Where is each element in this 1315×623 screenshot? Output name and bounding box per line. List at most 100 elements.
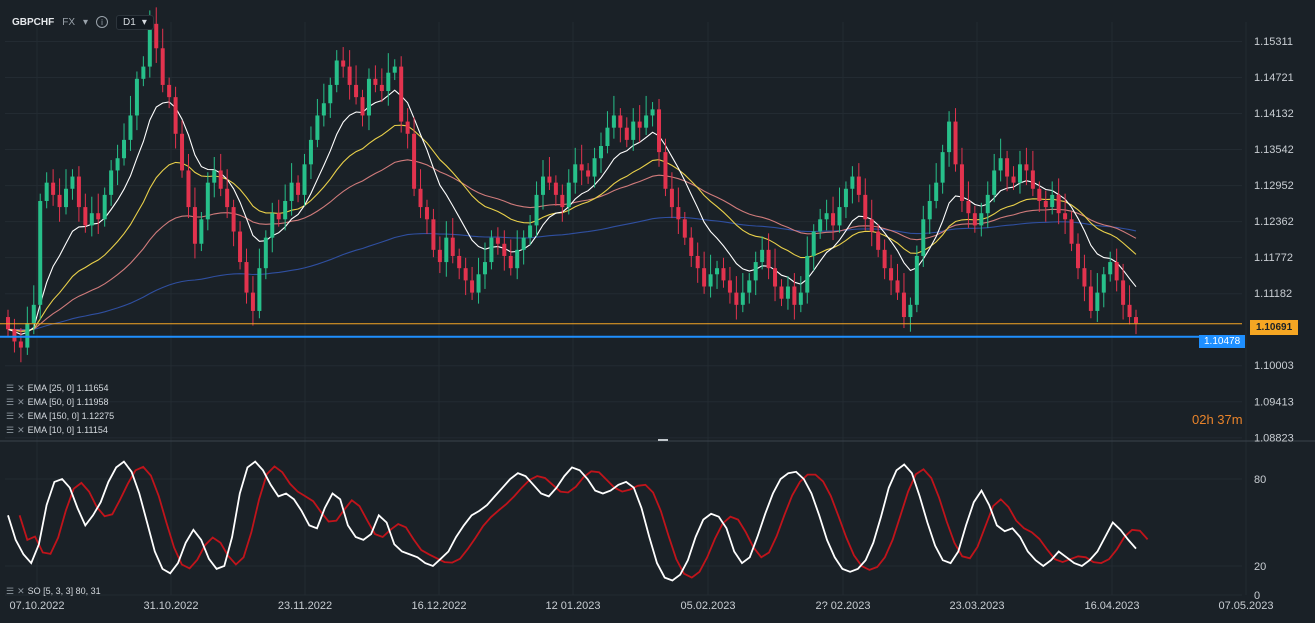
candle-body [418,188,423,208]
candle-body [238,231,243,263]
candle-body [540,176,545,195]
grid [0,22,1315,595]
candle-body [959,164,964,201]
time-axis: 07.10.2022 31.10.2022 23.11.2022 16.12.2022… [9,600,1273,612]
candle-body [882,249,887,269]
candle-body [44,182,49,201]
candle-body [289,182,294,201]
candle-body [64,188,69,208]
candle-body [966,200,971,214]
candle-body [934,182,939,201]
candle-body [321,103,326,116]
blue-line-price-tag[interactable]: 1.10478 [1199,335,1246,348]
candle-body [727,280,732,293]
candle-body [998,158,1003,171]
horizontal-lines [0,323,1242,338]
ema-10-label: EMA [10, 0] 1.11154 [27,425,108,435]
candle-body [779,286,784,299]
candle-body [12,329,17,342]
candle-body [876,231,881,250]
symbol-label[interactable]: GBPCHF [12,16,55,28]
date-tick-label: 23.03.2023 [949,600,1004,612]
candle-body [373,78,378,85]
oscillator-legend[interactable]: ☰ ✕ SO [5, 3, 3] 80, 31 [6,584,101,598]
date-tick-label: 2? 02.2023 [815,600,870,612]
candle-body [431,219,436,250]
overbought-tick-label: 80 [1254,474,1266,486]
candle-body [89,213,94,226]
candle-body [495,237,500,244]
legend-item[interactable]: ☰ ✕ EMA [25, 0] 1.11654 [6,381,114,395]
candle-body [901,292,906,318]
oversold-tick-label: 20 [1254,561,1266,573]
timeframe-selector[interactable]: D1 ▾ [116,14,154,30]
price-tick-label: 1.15311 [1254,36,1293,48]
candle-body [592,158,597,177]
ema-10-line [7,89,1137,335]
stochastic-d-line [18,465,1149,579]
candle-body [734,292,739,305]
date-tick-label: 07.05.2023 [1218,600,1273,612]
candle-body [908,304,913,318]
candle-body [302,164,307,195]
candle-body [392,66,397,73]
date-tick-label: 12 01.2023 [545,600,600,612]
candle-body [850,176,855,189]
candle-body [721,268,726,281]
oscillator-label: SO [5, 3, 3] 80, 31 [27,586,101,596]
candle-body [424,207,429,220]
candle-body [515,249,520,269]
candle-body [231,207,236,232]
candle-body [412,133,417,189]
candle-body [296,182,301,195]
candle-body [1024,164,1029,171]
candle-body [940,152,945,183]
candle-body [631,121,636,140]
stochastic-oscillator: 80 20 0 [5,460,1266,602]
candle-body [315,115,320,140]
legend-item[interactable]: ☰ ✕ EMA [150, 0] 1.12275 [6,409,114,423]
menu-icon: ☰ [6,397,15,407]
candle-body [308,139,313,165]
chevron-down-icon[interactable]: ▾ [83,16,89,28]
candle-body [657,109,662,153]
candle-body [57,194,62,208]
candle-body [250,292,255,311]
candle-body [773,268,778,287]
menu-icon: ☰ [6,383,15,393]
candle-body [618,115,623,128]
candle-body [1005,158,1010,177]
legend-item[interactable]: ☰ ✕ EMA [10, 0] 1.11154 [6,423,114,437]
candle-body [1037,188,1042,201]
price-axis: 1.15311 1.14721 1.14132 1.13542 1.12952 1.123… [1254,36,1294,444]
candle-body [96,213,101,220]
candle-body [1030,170,1035,189]
orange-line-price-tag[interactable]: 1.10691 [1250,320,1299,335]
info-icon[interactable]: i [96,16,109,28]
candle-body [985,194,990,214]
candle-body [160,48,165,85]
candle-body [276,213,281,220]
legend-item[interactable]: ☰ ✕ EMA [50, 0] 1.11958 [6,395,114,409]
candle-body [450,237,455,256]
candle-body [979,213,984,226]
menu-icon: ☰ [6,586,15,596]
pane-divider-handle[interactable] [658,439,668,441]
candle-body [1108,262,1113,275]
price-tick-label: 1.13542 [1254,144,1294,156]
candle-body [792,286,797,305]
ema-25-line [7,124,1137,333]
candle-body [553,182,558,195]
candle-body [1114,262,1119,281]
candle-body [669,188,674,208]
candle-body [766,249,771,269]
candle-body [1082,268,1087,287]
candle-body [760,249,765,263]
candle-body [463,268,468,281]
candle-body [444,237,449,263]
date-tick-label: 31.10.2022 [143,600,198,612]
candle-body [141,66,146,79]
candle-timer: 02h 37m [1192,412,1243,427]
candle-body [1075,243,1080,269]
